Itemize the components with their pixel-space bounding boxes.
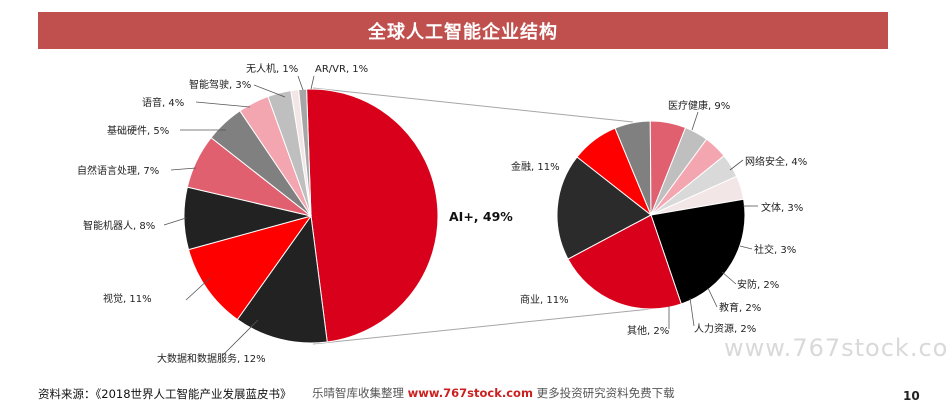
pie2-leader-line-3 (739, 245, 753, 250)
pie1-leader-line-7 (253, 84, 286, 98)
pie1-leader-line-1 (221, 319, 259, 357)
pie2-leader-line-1 (729, 159, 744, 171)
pie2-slice-9 (567, 214, 682, 310)
pie1-leader-line-9 (310, 75, 315, 90)
pie2-label-7: 其他, 2% (627, 324, 669, 337)
pie1-label-9: AR/VR, 1% (315, 64, 368, 75)
pie1-leader-line-3 (163, 217, 187, 226)
watermark: www.767stock.com (724, 334, 946, 362)
pie2-leader-line-5 (707, 287, 718, 308)
pie2-label-9: 金融, 11% (511, 160, 560, 173)
pie2-label-0: 医疗健康, 9% (668, 99, 730, 112)
pie1-leader-line-4 (170, 167, 197, 171)
pie2-label-4: 安防, 2% (737, 278, 779, 291)
pie1-slice-0 (306, 88, 439, 343)
pie1-label-2: 视觉, 11% (103, 292, 152, 305)
pie1-label-1: 大数据和数据服务, 12% (157, 352, 266, 365)
pie1-slice-1 (236, 214, 328, 344)
pie2-label-3: 社交, 3% (754, 243, 796, 256)
pie2-leader-line-6 (689, 297, 695, 327)
notice-prefix: 乐晴智库收集整理 (312, 386, 404, 400)
pie2-label-5: 教育, 2% (719, 301, 761, 314)
title-bar: 全球人工智能企业结构 (38, 12, 888, 49)
pie1-label-3: 智能机器人, 8% (83, 219, 155, 232)
pie1-label-5: 基础硬件, 5% (107, 124, 169, 137)
pie2-label-8: 商业, 11% (520, 293, 569, 306)
page-title: 全球人工智能企业结构 (368, 21, 558, 43)
pie1-leader-line-8 (297, 75, 304, 91)
download-notice: 乐晴智库收集整理 www.767stock.com 更多投资研究资料免费下载 (312, 385, 675, 401)
pie1-slice-2 (187, 215, 313, 321)
connector-line-top (312, 87, 634, 123)
pie1-label-6: 语音, 4% (142, 96, 184, 109)
pie2-slice-0 (556, 156, 652, 260)
pie1-label-7: 智能驾驶, 3% (189, 78, 251, 91)
pie1-leader-line-2 (185, 277, 211, 301)
pie1-label-4: 自然语言处理, 7% (77, 164, 159, 177)
page-number: 10 (903, 389, 920, 403)
source-note: 资料来源：《2018世界人工智能产业发展蓝皮书》 (38, 387, 292, 401)
notice-site-link[interactable]: www.767stock.com (407, 386, 533, 400)
pie2-leader-line-4 (721, 271, 737, 285)
pie2-slice-8 (650, 198, 746, 305)
pie2-leader-line-0 (691, 111, 699, 131)
connector-line-bottom (312, 308, 652, 345)
pie1-label-8: 无人机, 1% (246, 62, 298, 75)
pie2-label-6: 人力资源, 2% (694, 322, 756, 335)
pie2-label-1: 网络安全, 4% (745, 155, 807, 168)
pie2-label-2: 文体, 3% (761, 201, 803, 214)
pie1-label-0: AI+, 49% (449, 209, 513, 224)
pie1-leader-line-6 (195, 101, 251, 108)
notice-suffix: 更多投资研究资料免费下载 (536, 386, 675, 400)
